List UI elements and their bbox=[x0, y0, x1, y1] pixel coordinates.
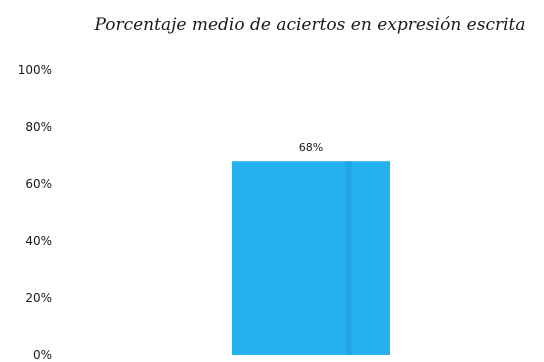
y-tick-label: 80% bbox=[25, 120, 52, 134]
y-tick-label: 40% bbox=[25, 234, 52, 248]
y-axis-ticks: 0% 20% 40% 60% 80% 100% bbox=[18, 63, 52, 362]
bar bbox=[232, 161, 390, 355]
y-tick-label: 60% bbox=[25, 177, 52, 191]
y-tick-label: 20% bbox=[25, 291, 52, 305]
bars bbox=[232, 161, 390, 355]
bar-texture-stripe bbox=[345, 161, 352, 355]
y-tick-label: 100% bbox=[18, 63, 52, 77]
bar-data-label: 68% bbox=[299, 141, 323, 154]
data-labels: 68% bbox=[299, 141, 323, 154]
chart-title: Porcentaje medio de aciertos en expresió… bbox=[93, 15, 525, 35]
y-tick-label: 0% bbox=[33, 348, 52, 362]
